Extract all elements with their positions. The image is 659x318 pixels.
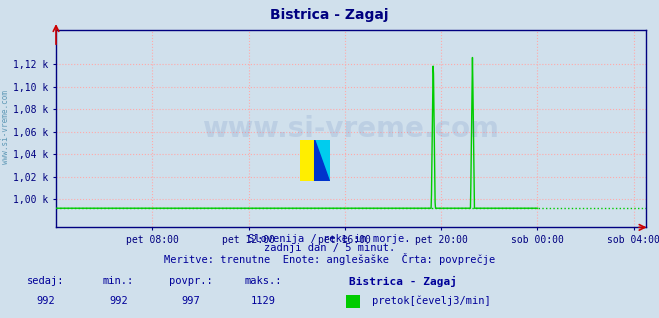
Text: sedaj:: sedaj: [28, 276, 65, 287]
Bar [300, 140, 315, 181]
Polygon shape [315, 140, 330, 181]
Text: 997: 997 [182, 295, 200, 306]
Text: www.si-vreme.com: www.si-vreme.com [202, 115, 500, 143]
Text: Slovenija / reke in morje.: Slovenija / reke in morje. [248, 234, 411, 244]
Text: povpr.:: povpr.: [169, 276, 213, 287]
Text: 992: 992 [109, 295, 128, 306]
Text: min.:: min.: [103, 276, 134, 287]
Text: 992: 992 [37, 295, 55, 306]
Polygon shape [315, 140, 330, 181]
Text: pretok[čevelj3/min]: pretok[čevelj3/min] [372, 295, 491, 306]
Text: zadnji dan / 5 minut.: zadnji dan / 5 minut. [264, 243, 395, 253]
Text: Meritve: trenutne  Enote: anglešaške  Črta: povprečje: Meritve: trenutne Enote: anglešaške Črta… [164, 253, 495, 265]
Text: Bistrica - Zagaj: Bistrica - Zagaj [270, 8, 389, 22]
Text: 1129: 1129 [251, 295, 276, 306]
Text: Bistrica - Zagaj: Bistrica - Zagaj [349, 276, 457, 287]
Text: maks.:: maks.: [245, 276, 282, 287]
Text: www.si-vreme.com: www.si-vreme.com [1, 90, 10, 164]
